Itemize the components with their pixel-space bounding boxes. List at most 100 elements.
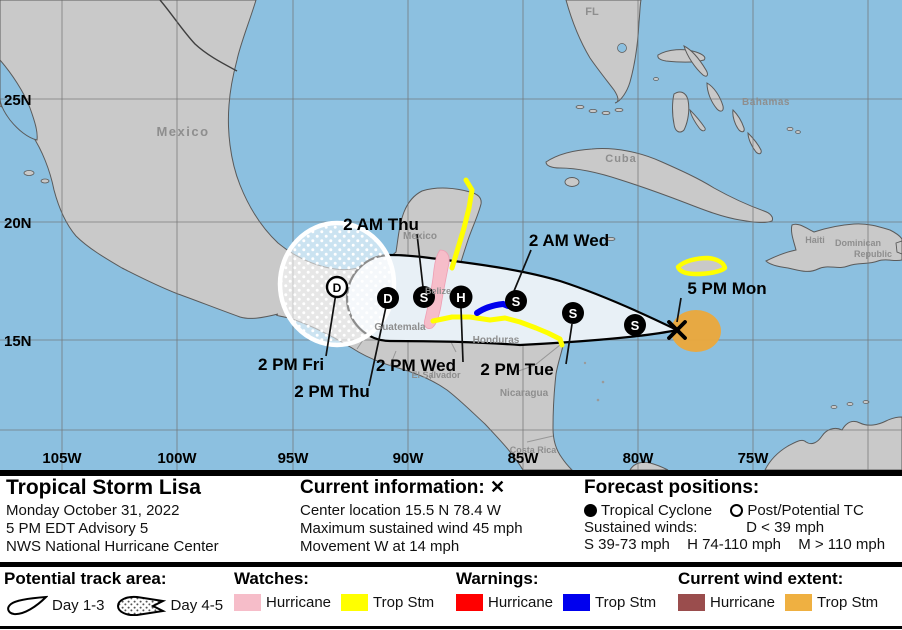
storm-title-block: Tropical Storm Lisa Monday October 31, 2…	[6, 477, 219, 556]
wind-category-h: H 74-110 mph	[687, 536, 782, 553]
advisory-date: Monday October 31, 2022	[6, 502, 180, 519]
current-info-heading: Current information: ✕	[300, 477, 523, 498]
abc-island	[830, 405, 838, 409]
hurricane-watch-label: Hurricane	[266, 594, 332, 611]
hurricane-watch-swatch	[234, 594, 261, 611]
lat-label-25n: 25N	[4, 92, 32, 109]
lon-label-105w: 105W	[42, 450, 82, 467]
legend-panel: Potential track area: Day 1-3 Day 4-5 Wa…	[0, 567, 902, 626]
post-potential-ring-icon	[730, 504, 744, 517]
divider-panel-legend	[0, 562, 902, 567]
land-florida	[565, 0, 642, 104]
sustained-winds-line: Sustained winds: D < 39 mph	[584, 519, 902, 536]
wind-extent-heading: Current wind extent:	[678, 569, 844, 588]
marker-s4	[624, 314, 646, 336]
tropical-cyclone-dot-icon	[584, 504, 597, 517]
forecast-positions-heading: Forecast positions:	[584, 477, 760, 498]
marker-s1	[413, 286, 435, 308]
cay-3	[583, 361, 587, 365]
hurricane-warning-label: Hurricane	[488, 594, 554, 611]
island-cayman	[606, 237, 616, 241]
watches-section: Watches: Hurricane Trop Stm	[234, 570, 444, 611]
label-bahamas: Bahamas	[742, 97, 790, 108]
divider-map-panel	[0, 470, 902, 476]
current-position-x-icon-legend: ✕	[490, 477, 506, 497]
label-guatemala: Guatemala	[374, 322, 426, 333]
track-label-2am-thu: 2 AM Thu	[343, 215, 419, 234]
florida-keys-4	[614, 108, 624, 112]
forecast-positions-block: Forecast positions: Tropical Cyclone Pos…	[584, 477, 902, 553]
watch-tropstm-yucatan	[449, 177, 475, 271]
us-mexico-border	[159, 0, 238, 72]
lon-label-95w: 95W	[278, 450, 310, 467]
lon-label-80w: 80W	[623, 450, 655, 467]
lon-label-85w: 85W	[508, 450, 540, 467]
hurricane-warning-swatch	[456, 594, 483, 611]
wind-category-d: D < 39 mph	[746, 519, 825, 536]
marker-d	[377, 287, 399, 309]
hurricane-extent-swatch	[678, 594, 705, 611]
watches-heading: Watches:	[234, 569, 309, 588]
storm-name: Tropical Storm Lisa	[6, 476, 201, 499]
track-label-5pm-mon: 5 PM Mon	[687, 279, 766, 298]
isle-of-youth	[564, 177, 580, 187]
agency-name: NWS National Hurricane Center	[6, 538, 219, 555]
warnings-heading: Warnings:	[456, 569, 539, 588]
label-republic: Republic	[854, 249, 892, 259]
center-location: Center location 15.5 N 78.4 W	[300, 502, 501, 519]
marker-s1-letter: S	[420, 290, 429, 305]
current-info-heading-text: Current information:	[300, 477, 485, 498]
marker-d-letter: D	[383, 291, 392, 306]
post-potential-label: Post/Potential TC	[747, 502, 864, 519]
tres-marias-island-2	[40, 178, 50, 184]
potential-track-section: Potential track area: Day 1-3 Day 4-5	[4, 570, 233, 616]
warning-tropstm-bay-islands	[474, 300, 511, 316]
tropstm-extent-swatch	[785, 594, 813, 611]
lake-okeechobee	[617, 43, 627, 53]
marker-s3	[562, 302, 584, 324]
tropical-cyclone-label: Tropical Cyclone	[601, 502, 713, 519]
warnings-section: Warnings: Hurricane Trop Stm	[456, 570, 666, 611]
florida-keys-3	[601, 111, 611, 115]
cay	[601, 380, 605, 384]
island-abaco	[683, 45, 708, 77]
label-mexico: Mexico	[156, 124, 209, 139]
lon-label-75w: 75W	[738, 450, 770, 467]
label-fl: FL	[585, 6, 599, 18]
lon-label-100w: 100W	[157, 450, 197, 467]
florida-keys	[575, 105, 585, 109]
island-exuma	[689, 108, 706, 132]
label-haiti: Haiti	[805, 235, 825, 245]
cay-2	[596, 398, 600, 402]
label-mexico-yucatan: Mexico	[403, 231, 437, 242]
label-honduras: Honduras	[473, 335, 520, 346]
gulf-of-california	[0, 59, 38, 141]
advisory-number: 5 PM EDT Advisory 5	[6, 520, 149, 537]
bottom-border	[0, 626, 902, 629]
island-andros	[672, 91, 690, 133]
tropstm-watch-label: Trop Stm	[373, 594, 435, 611]
day45-label: Day 4-5	[170, 596, 224, 614]
lat-label-15n: 15N	[4, 333, 32, 350]
island-long	[747, 131, 762, 155]
track-label-2pm-tue: 2 PM Tue	[480, 360, 553, 379]
label-nicaragua: Nicaragua	[500, 388, 549, 399]
island-cat	[732, 108, 745, 133]
label-cuba: Cuba	[605, 153, 637, 165]
track-label-2pm-wed: 2 PM Wed	[376, 356, 456, 375]
tropstm-warning-swatch	[563, 594, 591, 611]
marker-outlook-d	[325, 275, 349, 299]
island-jamaica-watch	[675, 255, 728, 277]
watch-hurricane-belize	[424, 249, 450, 329]
abc-island-3	[862, 400, 870, 404]
tres-marias-island	[23, 170, 35, 176]
current-position-x-icon	[667, 320, 687, 340]
wind-extent-tropstm-area	[671, 310, 721, 352]
movement: Movement W at 14 mph	[300, 538, 460, 555]
tropstm-extent-label: Trop Stm	[817, 594, 879, 611]
info-panel: Tropical Storm Lisa Monday October 31, 2…	[0, 476, 902, 562]
label-dominican: Dominican	[835, 238, 881, 248]
marker-h	[449, 285, 473, 309]
lon-label-90w: 90W	[393, 450, 425, 467]
day45-cone-icon	[116, 595, 166, 616]
